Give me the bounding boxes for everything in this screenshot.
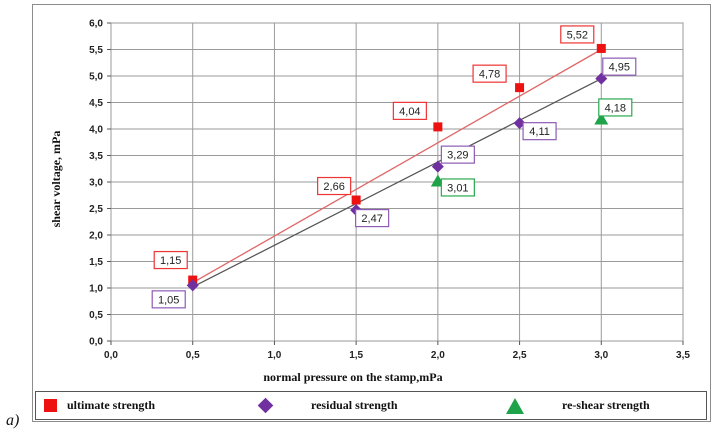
data-label-box: [472, 64, 507, 83]
data-label: 4,95: [609, 62, 630, 74]
data-label-box: [598, 98, 633, 117]
y-tick-label: 4,0: [89, 125, 103, 136]
x-tick-label: 2,5: [513, 350, 527, 361]
y-tick-label: 1,0: [89, 284, 103, 295]
data-point-square: [515, 83, 525, 93]
data-point-square: [433, 122, 443, 132]
x-tick-label: 2,0: [431, 350, 445, 361]
y-tick-label: 4,5: [89, 98, 103, 109]
x-tick-label: 0,5: [186, 350, 200, 361]
trendline-ultimate: [192, 48, 602, 284]
data-label-box: [392, 101, 427, 120]
x-axis-title: normal pressure on the stamp,mPa: [263, 370, 442, 384]
data-label: 4,78: [479, 69, 500, 81]
data-label: 5,52: [567, 29, 588, 41]
chart-svg: 0,0 0,5 1,0 1,5 2,0 2,5 3,0 3,5 4,0 4,5 5,0 5,5 6,0 0…: [49, 19, 690, 385]
data-label-box: [151, 290, 186, 309]
legend-diamond-marker: [257, 397, 274, 414]
y-tick-label: 3,0: [89, 178, 103, 189]
x-tick-label: 1,0: [267, 350, 281, 361]
data-label: 4,18: [605, 102, 626, 114]
y-tick-label: 0,5: [89, 310, 103, 321]
y-tick-label: 3,5: [89, 151, 103, 162]
data-label-box: [440, 145, 475, 164]
legend: ultimate strength residual strength re-s…: [35, 391, 707, 420]
x-tick-label: 3,5: [676, 350, 690, 361]
trendline-residual: [192, 78, 602, 288]
y-tick-label: 0,0: [89, 337, 103, 348]
data-label: 3,29: [447, 150, 468, 162]
data-label-box: [602, 57, 637, 76]
data-label: 3,01: [447, 182, 468, 194]
x-tick-label: 3,0: [594, 350, 608, 361]
data-point-square: [351, 195, 361, 205]
data-label-box: [317, 176, 352, 196]
data-point-triangle: [594, 112, 609, 125]
y-tick-label: 6,0: [89, 19, 103, 30]
y-tick-label: 5,5: [89, 45, 103, 56]
y-tick-label: 2,5: [89, 204, 103, 215]
x-tick-label: 0,0: [104, 350, 118, 361]
legend-item-reshear: re-shear strength: [506, 397, 650, 414]
y-tick-label: 1,5: [89, 257, 103, 268]
data-label: 4,11: [529, 126, 550, 138]
data-label-box: [153, 250, 188, 270]
legend-label-ultimate: ultimate strength: [67, 398, 156, 412]
data-label: 1,15: [160, 255, 181, 267]
data-label-box: [560, 25, 595, 44]
legend-label-reshear: re-shear strength: [562, 398, 650, 412]
data-point-square: [596, 43, 606, 53]
data-label: 2,66: [323, 181, 344, 193]
data-label-box: [355, 208, 390, 228]
panel-label: a): [6, 412, 20, 429]
data-label: 4,04: [399, 106, 420, 118]
y-tick-label: 5,0: [89, 72, 103, 83]
data-label-box: [522, 122, 557, 141]
data-label: 1,05: [158, 294, 179, 306]
data-point-diamond: [186, 279, 199, 292]
legend-item-ultimate: ultimate strength: [44, 398, 155, 413]
y-tick-label: 2,0: [89, 231, 103, 242]
y-axis-title: shear voltage, mPa: [49, 131, 63, 228]
legend-square-marker: [44, 399, 57, 412]
legend-item-residual: residual strength: [257, 397, 398, 414]
legend-label-residual: residual strength: [311, 398, 398, 412]
x-tick-label: 1,5: [349, 350, 363, 361]
legend-triangle-marker: [506, 397, 524, 414]
data-label: 2,47: [361, 213, 382, 225]
data-label-box: [440, 178, 475, 197]
chart-frame: 0,0 0,5 1,0 1,5 2,0 2,5 3,0 3,5 4,0 4,5 5,0 5,5 6,0 0…: [32, 4, 711, 422]
